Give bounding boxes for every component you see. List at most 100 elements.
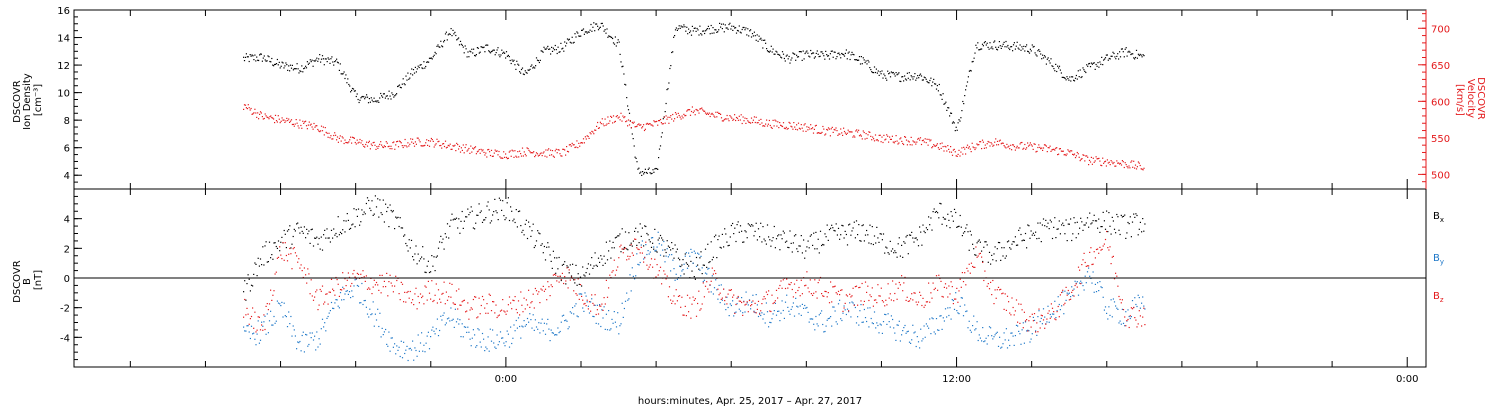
density-point [443,41,445,43]
density-point [499,56,501,58]
velocity-point [996,140,999,142]
by-point [510,326,512,328]
bx-point [866,229,868,232]
bx-point [1143,230,1145,232]
bz-point [1045,323,1047,325]
bz-point [873,299,876,301]
velocity-point [940,147,942,149]
bx-point [627,249,629,251]
velocity-point [355,143,357,145]
bx-point [842,225,844,227]
by-point [388,331,390,333]
bx-point [1010,248,1012,250]
bx-point [490,220,493,222]
bx-point [702,264,704,266]
velocity-point [927,144,929,146]
bx-point [995,260,997,262]
bx-point [701,273,703,275]
velocity-point [817,132,819,134]
density-point [665,102,667,105]
bz-point [646,264,648,266]
bx-point [1118,229,1120,231]
by-point [423,344,425,346]
density-point [360,97,362,99]
density-point [947,107,949,109]
bz-point [975,246,977,248]
density-point [877,70,879,72]
density-point [1143,55,1145,57]
density-point [646,172,648,174]
density-point [1076,78,1078,80]
density-point [974,52,976,54]
velocity-point [327,136,329,138]
velocity-point [577,147,579,149]
by-point [1099,281,1101,283]
by-point [374,313,376,315]
by-point [613,311,615,313]
by-point [397,349,399,351]
bx-point [1088,226,1090,228]
density-point [1093,62,1095,64]
density-point [966,81,969,83]
density-point [636,161,638,163]
velocity-point [804,123,806,125]
by-point [754,311,756,314]
by-point [674,279,676,281]
bz-point [1035,331,1037,333]
by-point [534,319,536,321]
density-point [444,33,447,35]
bx-point [247,274,249,276]
bx-point [292,235,294,238]
bz-point [374,284,376,286]
by-point [866,320,868,323]
by-point [611,318,613,320]
bx-point [539,233,541,235]
density-point [872,71,874,74]
bx-point [1092,220,1094,222]
bx-point [807,240,809,242]
bx-point [283,229,285,232]
bx-point [437,247,440,249]
density-point [1041,58,1043,60]
bx-point [596,265,598,267]
by-point [977,339,979,342]
velocity-point [244,104,247,106]
bx-point [421,256,423,258]
bx-point [356,215,358,217]
density-point [768,51,770,53]
by-point [502,337,504,339]
bz-point [338,295,340,297]
bx-point [290,247,292,249]
density-point [524,70,526,72]
velocity-point [701,107,703,109]
density-point [1127,51,1129,53]
density-point [1083,69,1085,71]
bz-point [940,280,942,282]
by-point [559,330,561,333]
density-point [543,46,545,48]
density-point [841,52,843,55]
bx-point [540,244,542,246]
by-point [312,339,315,341]
bx-point [355,209,357,211]
bx-point [256,275,258,277]
density-point [998,41,1000,43]
bz-point [345,285,347,287]
bx-point [644,225,646,227]
velocity-point [326,132,328,134]
bx-point [657,239,659,241]
by-point [567,328,569,330]
velocity-point [750,122,752,124]
bz-point [708,291,710,293]
density-point [1006,46,1008,48]
bx-point [263,264,265,266]
bz-point [1135,319,1137,321]
bz-point [351,282,353,285]
density-point [1080,76,1082,79]
velocity-point [965,146,968,148]
by-point [453,326,455,328]
bx-point [244,280,246,282]
bz-point [262,329,264,331]
density-point [406,79,408,81]
velocity-point [800,124,802,126]
